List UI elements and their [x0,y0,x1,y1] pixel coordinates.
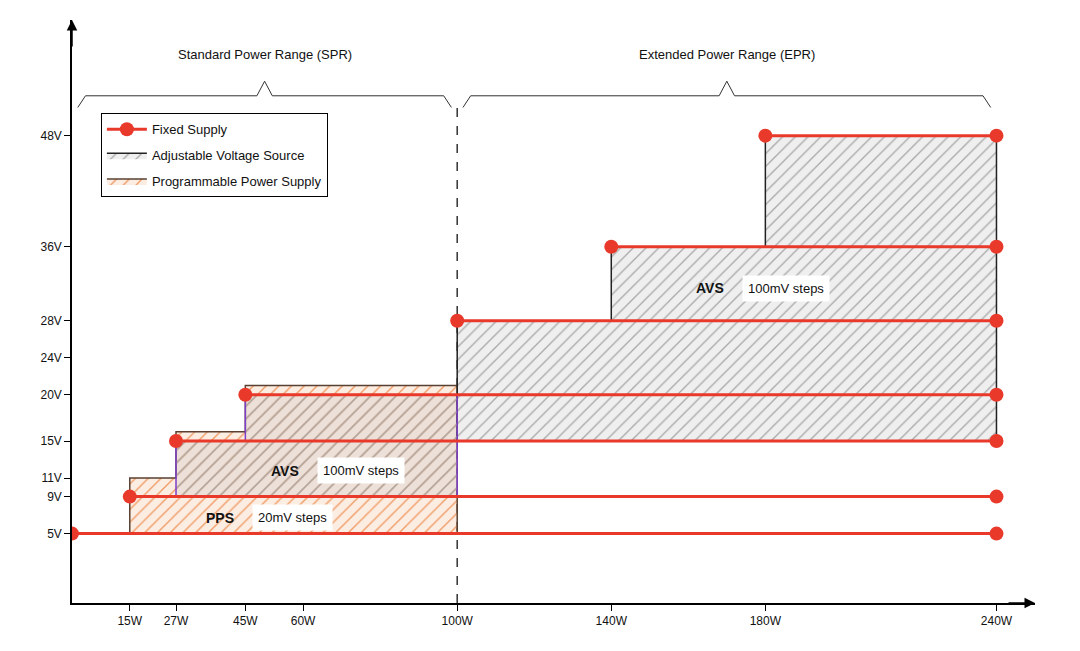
svg-text:100mV steps: 100mV steps [748,281,824,296]
svg-text:45W: 45W [233,614,258,628]
svg-text:AVS: AVS [271,463,299,479]
svg-text:36V: 36V [40,240,61,254]
svg-text:28V: 28V [40,314,61,328]
svg-text:100W: 100W [442,614,474,628]
svg-text:11V: 11V [41,471,61,485]
svg-text:20mV steps: 20mV steps [258,510,327,525]
svg-text:Programmable Power Supply: Programmable Power Supply [152,174,322,189]
svg-text:48V: 48V [40,129,61,143]
svg-text:27W: 27W [164,614,189,628]
svg-text:20V: 20V [40,388,61,402]
svg-text:140W: 140W [596,614,628,628]
svg-text:5V: 5V [47,527,62,541]
svg-text:15V: 15V [40,434,61,448]
svg-text:9V: 9V [47,490,62,504]
svg-text:100mV steps: 100mV steps [323,463,399,478]
svg-text:Adjustable Voltage Source: Adjustable Voltage Source [152,148,305,163]
svg-text:Standard Power Range (SPR): Standard Power Range (SPR) [178,47,352,62]
svg-text:15W: 15W [117,614,142,628]
svg-text:Fixed Supply: Fixed Supply [152,122,228,137]
svg-text:60W: 60W [291,614,316,628]
svg-text:24V: 24V [40,351,61,365]
svg-text:Extended Power Range (EPR): Extended Power Range (EPR) [639,47,815,62]
svg-text:PPS: PPS [206,510,234,526]
svg-text:AVS: AVS [696,280,724,296]
svg-text:240W: 240W [981,614,1013,628]
svg-text:180W: 180W [750,614,782,628]
